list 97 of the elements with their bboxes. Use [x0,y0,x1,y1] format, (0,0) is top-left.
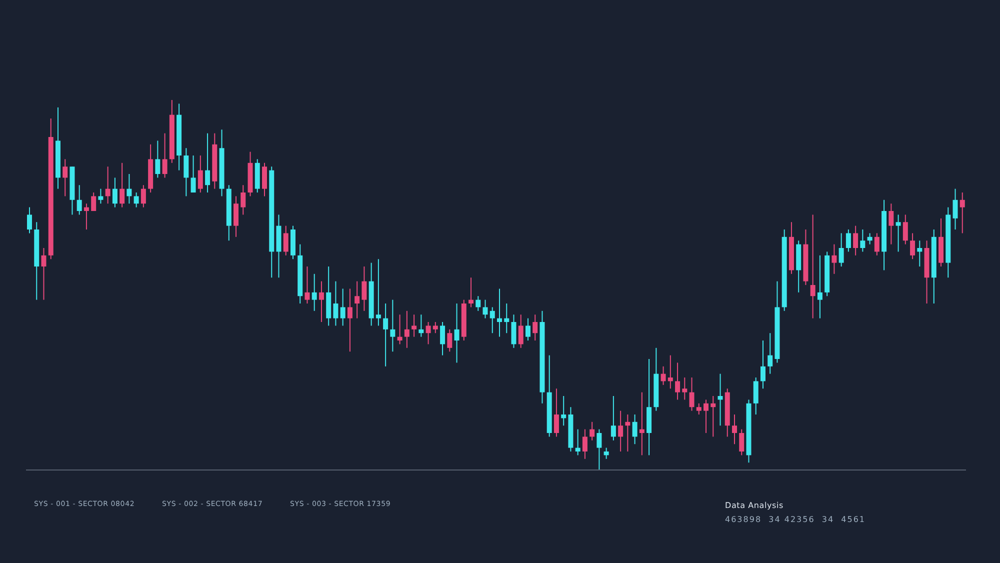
candlestick [476,296,481,312]
candlestick [84,203,89,230]
candlestick [190,155,196,193]
candlestick [98,188,104,204]
candlestick [134,192,139,208]
candlestick [262,162,267,197]
candlestick [689,377,694,412]
candlestick [440,322,446,356]
candlestick [140,184,146,208]
candlestick [575,428,580,456]
candlestick [120,162,125,208]
candlestick [561,396,566,426]
candlestick [846,229,851,252]
candlestick [76,184,82,216]
candlestick [832,244,837,274]
candlestick [874,232,880,256]
candlestick [590,421,595,441]
candlestick [91,192,96,212]
candlestick [318,280,324,322]
candlestick [625,414,630,452]
candlestick [184,148,189,197]
candlestick [312,273,317,312]
candlestick [497,288,502,338]
candlestick [205,132,210,193]
candlestick [860,229,866,252]
candlestick [896,214,901,252]
candlestick [739,428,744,456]
candlestick [397,314,402,345]
candlestick [105,166,110,204]
candlestick [810,214,816,319]
candlestick [240,184,246,216]
candlestick [62,158,68,197]
candlestick [704,399,709,434]
candlestick [482,299,488,319]
candlestick [732,414,737,445]
candlestick [198,155,203,193]
candlestick [333,280,338,326]
candlestick [418,314,424,338]
candlestick [354,280,360,319]
candlestick [610,396,616,441]
candlestick [234,196,239,238]
candlestick [604,447,609,460]
candlestick [696,402,702,415]
candlestick [960,192,965,234]
candlestick [952,188,958,230]
candlestick [362,266,367,312]
candlestick [853,225,858,256]
candlestick [155,140,160,178]
candlestick [376,258,381,326]
candlestick [404,310,410,348]
candlestick [554,388,559,438]
candlestick [753,377,758,415]
candlestick [162,132,168,178]
candlestick [41,248,46,300]
candlestick [126,174,132,204]
candlestick [910,232,916,260]
candlestick [768,332,773,374]
candlestick [347,288,352,352]
candlestick [675,362,680,400]
candlestick [902,214,908,245]
candlestick [888,203,894,245]
candlestick [525,318,530,341]
candlestick [340,288,346,326]
candlestick [917,240,922,267]
candlestick [390,299,396,352]
candlestick [454,303,460,364]
candlestick [112,177,118,208]
candlestick [682,377,688,400]
candlestick [760,340,766,390]
candlestick [490,306,495,334]
candlestick [304,266,310,304]
candlestick [426,322,431,345]
candlestick [412,314,417,338]
candlestick [838,232,844,267]
candlestick [710,396,716,438]
candlestick [668,354,673,390]
candlestick [383,303,388,367]
candlestick [582,428,588,460]
candlestick [618,410,624,452]
candlestick [447,328,452,352]
candlestick [511,314,516,348]
candlestick [432,322,438,334]
candlestick [639,392,644,456]
candlestick [283,225,288,256]
candlestick [867,232,872,245]
candlestick [532,314,538,341]
candlestick [817,254,822,319]
candlestick [468,277,474,308]
candlestick [718,373,723,426]
candlestick [27,206,32,234]
candlestick [596,428,602,470]
candlestick [504,303,510,334]
text: 463898 34 42356 34 4561 [725,515,866,524]
candlestick [660,366,666,386]
text: Data Analysis [725,501,784,510]
candlestick [518,314,524,348]
candlestick [632,414,638,445]
